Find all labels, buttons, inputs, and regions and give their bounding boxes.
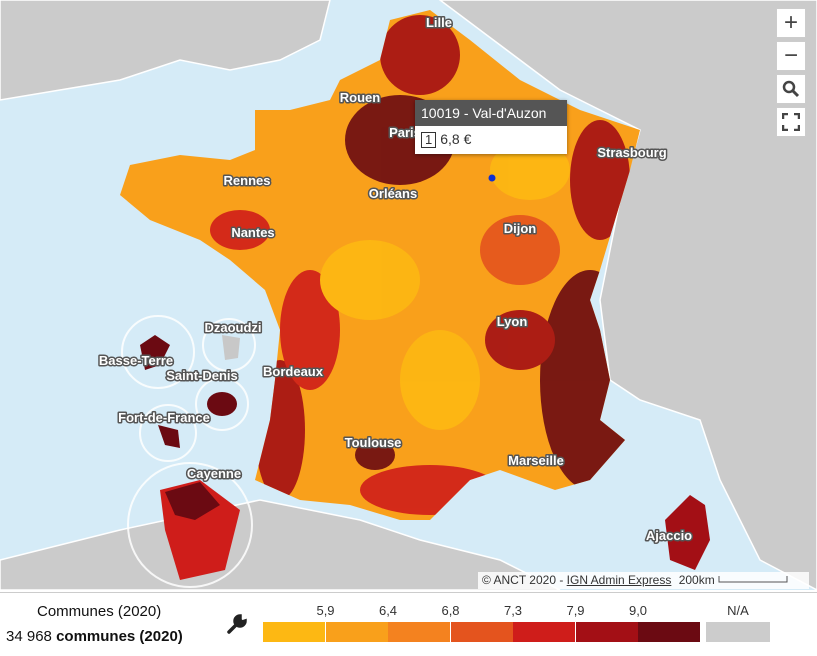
overseas-circles [121,315,256,588]
attribution: © ANCT 2020 - IGN Admin Express 200km [478,572,809,589]
scale-bar [718,576,788,583]
legend-swatch [638,622,700,642]
legend-swatch [325,622,388,642]
search-button[interactable] [776,74,806,104]
city-label: Bordeaux [263,364,324,379]
legend-swatch [575,622,638,642]
tooltip-title: 10019 - Val-d'Auzon [415,100,567,126]
city-label: Dijon [504,221,537,236]
city-label: Fort-de-France [118,410,210,425]
city-label: Nantes [231,225,274,240]
legend-na-label: N/A [727,603,749,618]
attribution-link[interactable]: IGN Admin Express [566,573,672,587]
tooltip-value: 6,8 € [440,131,472,147]
zoom-out[interactable]: − [776,41,806,71]
attribution-text: © ANCT 2020 - [482,573,567,587]
legend-swatch [388,622,450,642]
legend-break: 7,9 [566,603,585,618]
city-label: Basse-Terre [99,353,173,368]
city-label: Lille [426,15,452,30]
city-label: Toulouse [345,435,402,450]
city-label: Dzaoudzi [204,320,261,335]
legend-swatch [450,622,513,642]
selected-commune[interactable] [488,174,496,182]
legend-break: 7,3 [503,603,523,618]
city-label: Cayenne [187,466,241,481]
map-controls: + − [776,8,806,140]
zoom-in[interactable]: + [776,8,806,38]
count-label: communes (2020) [56,628,183,645]
tooltip: 10019 - Val-d'Auzon 1 6,8 € [415,100,567,154]
map[interactable]: Lille Rouen Paris Strasbourg Rennes Orléans Na… [0,0,817,590]
fullscreen-button[interactable] [776,107,806,137]
city-label: Orléans [369,186,417,201]
tooltip-body: 1 6,8 € [415,126,567,154]
city-label: Paris [389,125,421,140]
legend: 5,9 6,4 6,8 7,3 7,9 9,0 N/A [263,599,773,649]
legend-break: 6,8 [441,603,460,618]
tooltip-rank: 1 [421,132,437,148]
city-label: Strasbourg [597,145,666,160]
city-label: Ajaccio [646,528,692,543]
count: 34 968 [6,628,52,645]
legend-swatch [513,622,575,642]
panel-count: 34 968 communes (2020) [6,628,183,645]
legend-na-swatch [706,622,770,642]
neighbors [0,0,817,590]
city-label: Marseille [508,453,564,468]
overseas [140,335,240,580]
panel-title: Communes (2020) [37,603,162,620]
settings-icon[interactable] [226,613,248,635]
city-label: Rouen [340,90,381,105]
city-label: Saint-Denis [166,368,238,383]
legend-break: 5,9 [316,603,335,618]
city-label: Rennes [224,173,271,188]
legend-break: 9,0 [628,603,648,618]
city-label: Lyon [497,314,528,329]
scale-label: 200km [678,573,715,587]
legend-break: 6,4 [378,603,398,618]
legend-swatch [263,622,325,642]
legend-panel: Communes (2020) 34 968 communes (2020) 5… [0,592,817,656]
